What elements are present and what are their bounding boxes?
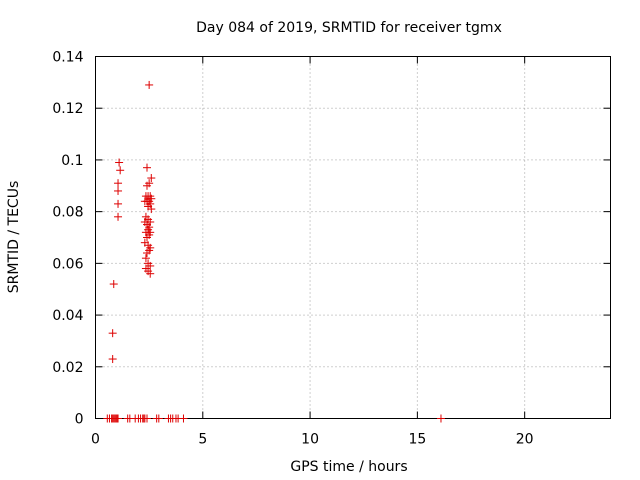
data-point	[146, 269, 155, 278]
y-tick-label: 0	[75, 412, 84, 428]
data-point	[116, 166, 125, 175]
data-point	[108, 329, 117, 338]
data-point	[109, 280, 118, 289]
y-tick-label: 0.02	[52, 360, 83, 376]
data-point	[147, 205, 156, 214]
y-tick-label: 0.12	[52, 101, 83, 117]
data-point	[143, 233, 151, 242]
y-axis-label: SRMTID / TECUs	[6, 181, 22, 294]
y-tick-label: 0.08	[52, 205, 83, 221]
x-tick-label: 0	[91, 432, 100, 448]
data-points	[103, 80, 445, 423]
data-point	[179, 414, 188, 423]
plot-frame	[95, 56, 611, 419]
data-point	[143, 249, 151, 258]
data-point	[436, 414, 445, 423]
data-point	[147, 174, 156, 183]
x-tick-label: 15	[408, 432, 426, 448]
y-tick-label: 0.14	[52, 50, 83, 66]
data-point	[115, 158, 124, 167]
data-point	[114, 212, 123, 221]
x-tick-label: 20	[516, 432, 534, 448]
data-point	[114, 414, 123, 423]
data-point	[143, 181, 151, 190]
data-point	[114, 199, 123, 208]
x-tick-label: 10	[301, 432, 319, 448]
data-point	[145, 80, 154, 89]
x-axis-label: GPS time / hours	[290, 459, 407, 475]
axis-ticks: 0 0.02 0.04 0.06 0.08 0.1 0.12 0.14 0 5 10 15 20	[52, 50, 611, 448]
y-tick-label: 0.1	[61, 153, 83, 169]
y-tick-label: 0.04	[52, 308, 83, 324]
data-point	[114, 179, 123, 188]
grid	[95, 56, 611, 419]
data-point	[143, 163, 151, 172]
data-point	[141, 254, 150, 263]
x-tick-label: 5	[198, 432, 207, 448]
chart-title: Day 084 of 2019, SRMTID for receiver tgm…	[196, 20, 502, 36]
data-point	[143, 414, 151, 423]
y-tick-label: 0.06	[52, 256, 83, 272]
data-point	[114, 186, 123, 195]
data-point	[146, 261, 155, 270]
data-point	[154, 414, 163, 423]
data-point	[108, 355, 117, 364]
